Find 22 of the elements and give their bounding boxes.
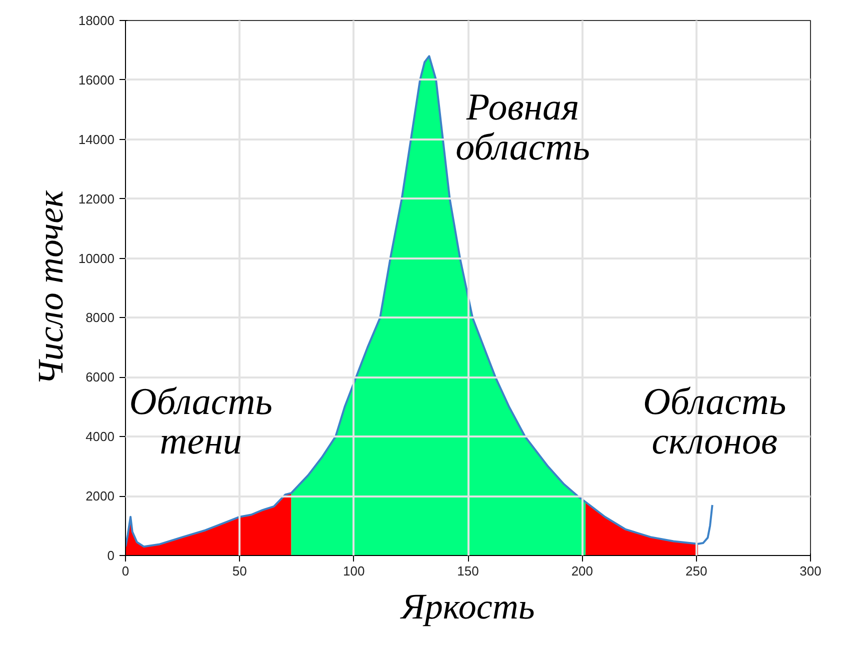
annotation: Область склонов	[642, 380, 786, 463]
y-tick-label: 10000	[78, 250, 115, 266]
y-tick-label: 12000	[78, 191, 115, 206]
y-tick-label: 4000	[86, 429, 114, 444]
x-axis-title: Яркость	[399, 586, 535, 626]
x-tick-label: 150	[457, 564, 479, 578]
y-tick-label: 16000	[78, 72, 115, 88]
x-tick-label: 50	[232, 564, 247, 578]
y-tick-label: 0	[107, 548, 115, 563]
annotation: Ровная область	[456, 86, 590, 168]
x-tick-label: 300	[800, 564, 822, 578]
x-tick-label: 100	[342, 564, 365, 578]
y-tick-label: 8000	[86, 310, 114, 326]
y-tick-label: 18000	[78, 13, 115, 28]
x-tick-label: 0	[122, 564, 130, 578]
x-tick-label: 250	[685, 564, 708, 578]
annotation: Область тени	[129, 380, 272, 463]
y-tick-label: 14000	[78, 132, 115, 147]
y-tick-label: 6000	[86, 370, 114, 385]
x-tick-label: 200	[571, 564, 594, 578]
y-tick-label: 2000	[86, 488, 114, 504]
y-axis-title: Число точек	[30, 189, 70, 386]
